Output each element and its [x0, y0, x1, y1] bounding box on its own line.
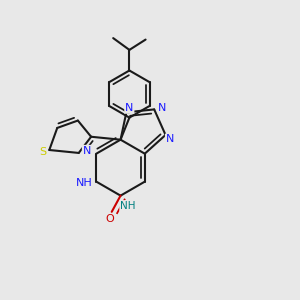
Text: N: N	[125, 103, 134, 113]
Text: N: N	[158, 103, 166, 113]
Text: S: S	[39, 147, 46, 158]
Text: O: O	[106, 214, 115, 224]
Text: NH: NH	[76, 178, 92, 188]
Text: NH: NH	[120, 201, 136, 211]
Text: N: N	[166, 134, 174, 144]
Text: N: N	[83, 146, 91, 156]
